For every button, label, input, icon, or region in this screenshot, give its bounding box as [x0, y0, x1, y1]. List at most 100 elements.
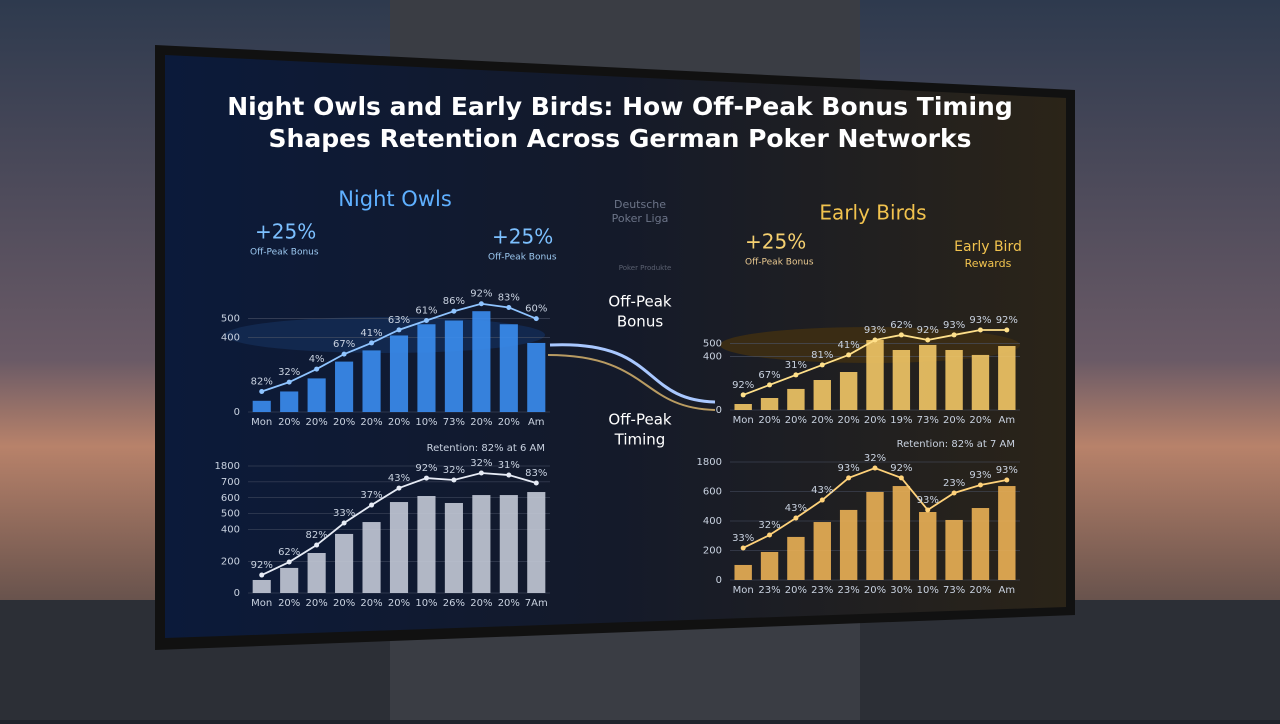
- line-point: [793, 372, 799, 378]
- point-label: 67%: [758, 370, 780, 381]
- y-tick-label: 0: [716, 575, 722, 586]
- bar: [787, 536, 805, 580]
- point-label: 43%: [811, 485, 833, 496]
- flow-label: Bonus: [617, 313, 663, 331]
- x-tick-label: 20%: [333, 598, 355, 609]
- x-tick-label: 73%: [943, 585, 965, 596]
- point-label: 43%: [785, 503, 807, 514]
- bar: [945, 350, 963, 410]
- point-label: 62%: [278, 547, 300, 558]
- point-label: 92%: [251, 560, 273, 571]
- line-point: [533, 316, 539, 322]
- point-label: 33%: [333, 508, 355, 519]
- point-label: 82%: [251, 376, 273, 387]
- bar: [998, 486, 1016, 580]
- y-tick-label: 0: [234, 407, 240, 418]
- bar: [527, 492, 546, 593]
- brand: Deutsche: [614, 198, 666, 211]
- x-tick-label: 20%: [785, 415, 807, 426]
- bonus: +25%: [255, 220, 316, 244]
- y-tick-label: 400: [221, 525, 240, 536]
- x-tick-label: 73%: [443, 417, 465, 428]
- bonus-caption: Off-Peak Bonus: [250, 248, 319, 258]
- point-label: 62%: [890, 320, 912, 331]
- line-point: [846, 475, 852, 481]
- point-label: 93%: [864, 325, 886, 336]
- point-label: 83%: [498, 292, 520, 303]
- y-tick-label: 0: [716, 405, 722, 416]
- bar: [760, 398, 779, 410]
- x-tick-label: 23%: [758, 585, 780, 596]
- x-tick-label: 20%: [758, 415, 780, 426]
- point-label: 32%: [278, 367, 300, 378]
- bar: [919, 512, 937, 580]
- x-tick-label: 20%: [278, 417, 300, 428]
- bar: [760, 551, 779, 580]
- bar: [892, 486, 911, 580]
- x-tick-label: 73%: [917, 415, 939, 426]
- point-label: 43%: [388, 473, 410, 484]
- x-tick-label: 20%: [864, 585, 886, 596]
- x-tick-label: 7Am: [525, 598, 548, 609]
- x-tick-label: 20%: [864, 415, 886, 426]
- line-point: [478, 301, 484, 307]
- y-tick-label: 700: [221, 477, 240, 488]
- y-tick-label: 1800: [215, 461, 240, 472]
- line-point: [767, 382, 773, 388]
- line-point: [793, 515, 799, 521]
- point-label: 93%: [969, 315, 991, 326]
- x-tick-label: 20%: [360, 417, 382, 428]
- point-label: 92%: [470, 289, 492, 300]
- x-tick-label: Am: [999, 415, 1016, 426]
- y-tick-label: 400: [221, 332, 240, 343]
- bar: [734, 404, 752, 410]
- title: Night Owls and Early Birds: How Off-Peak…: [227, 92, 1013, 121]
- bar: [417, 496, 436, 593]
- line-point: [396, 327, 402, 333]
- point-label: 93%: [969, 470, 991, 481]
- point-label: 67%: [333, 339, 355, 350]
- point-label: 93%: [838, 463, 860, 474]
- point-label: 32%: [443, 465, 465, 476]
- point-label: 41%: [838, 340, 860, 351]
- line-point: [740, 392, 746, 398]
- bar: [252, 579, 271, 593]
- x-tick-label: 20%: [811, 415, 833, 426]
- point-label: 37%: [360, 490, 382, 501]
- y-tick-label: 500: [221, 314, 240, 325]
- line-point: [819, 497, 825, 503]
- point-label: 83%: [525, 468, 547, 479]
- x-tick-label: Am: [999, 585, 1016, 596]
- bar: [813, 380, 831, 410]
- x-tick-label: Mon: [251, 417, 272, 428]
- x-tick-label: 26%: [443, 598, 465, 609]
- bar: [866, 340, 884, 410]
- x-tick-label: 20%: [470, 598, 492, 609]
- line-point: [478, 470, 484, 476]
- line-point: [341, 351, 347, 357]
- flow-label: Off-Peak: [608, 411, 671, 429]
- line-point: [951, 490, 957, 496]
- bar: [813, 522, 831, 580]
- line-point: [259, 572, 265, 578]
- point-label: 81%: [811, 350, 833, 361]
- x-tick-label: Am: [528, 417, 545, 428]
- x-tick-label: 20%: [470, 417, 492, 428]
- reward: Early Bird: [954, 239, 1022, 255]
- line-point: [423, 318, 429, 324]
- point-label: 92%: [732, 380, 754, 391]
- line-point: [369, 502, 375, 508]
- bar: [472, 311, 491, 412]
- note: Retention: 82% at 6 AM: [427, 443, 545, 454]
- point-label: 92%: [917, 325, 939, 336]
- point-label: 31%: [785, 360, 807, 371]
- point-label: 63%: [388, 315, 410, 326]
- x-tick-label: 10%: [415, 417, 437, 428]
- line-point: [872, 337, 878, 343]
- bar: [362, 350, 381, 412]
- line-point: [259, 388, 265, 394]
- note: Retention: 82% at 7 AM: [897, 439, 1015, 450]
- point-label: 82%: [306, 530, 328, 541]
- point-label: 31%: [498, 460, 520, 471]
- x-tick-label: 20%: [333, 417, 355, 428]
